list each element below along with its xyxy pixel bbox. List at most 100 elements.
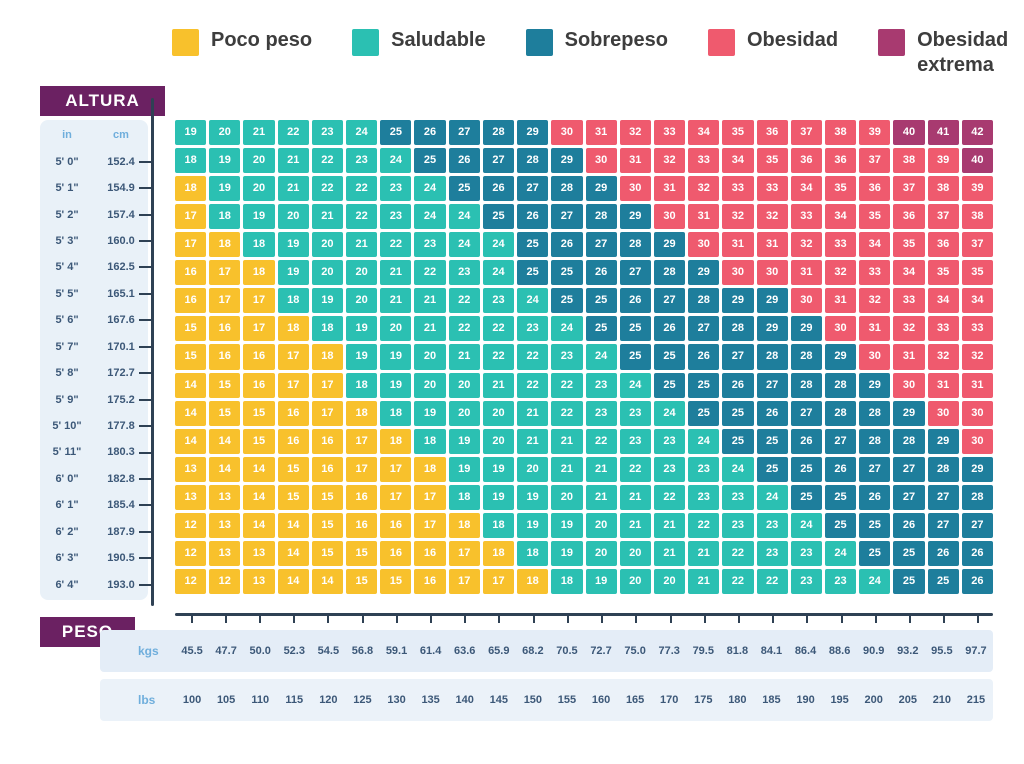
bmi-cell: 24	[688, 428, 720, 454]
bmi-cell: 20	[448, 372, 480, 398]
kg-value: 52.3	[283, 645, 305, 657]
bmi-cell: 23	[619, 428, 651, 454]
bmi-cell: 12	[175, 540, 207, 566]
bmi-cell: 23	[585, 400, 617, 426]
bmi-cell: 27	[551, 204, 583, 230]
bmi-cell: 20	[311, 232, 344, 258]
weight-tick	[224, 616, 227, 623]
bmi-cell: 18	[346, 400, 378, 426]
bmi-cell: 23	[585, 372, 617, 398]
bmi-cell: 21	[619, 484, 651, 510]
bmi-cell: 37	[859, 148, 891, 174]
bmi-cell: 14	[209, 456, 241, 482]
bmi-cell: 25	[927, 568, 959, 594]
bmi-cell: 29	[790, 316, 822, 342]
bmi-cell: 15	[277, 484, 309, 510]
bmi-cell: 26	[859, 484, 891, 510]
bmi-cell: 26	[551, 232, 583, 258]
bmi-cell: 19	[209, 148, 241, 174]
legend-label: Sobrepeso	[564, 29, 668, 51]
bmi-cell: 14	[243, 512, 275, 538]
bmi-cell: 24	[585, 344, 617, 370]
bmi-cell: 14	[175, 372, 207, 398]
bmi-cell: 21	[688, 568, 720, 594]
lb-value: 130	[387, 694, 406, 706]
bmi-cell: 18	[551, 568, 583, 594]
bmi-cell: 14	[277, 540, 309, 566]
bmi-cell: 29	[893, 400, 925, 426]
height-cm-value: 162.5	[107, 261, 135, 274]
bmi-cell: 21	[551, 428, 583, 454]
bmi-cell: 36	[824, 148, 857, 174]
bmi-cell: 16	[380, 512, 412, 538]
legend-label: Obesidad	[746, 29, 839, 51]
bmi-cell: 18	[243, 232, 275, 258]
bmi-cell: 35	[722, 120, 754, 146]
bmi-cell: 24	[756, 484, 788, 510]
height-cm-value: 170.1	[107, 340, 135, 353]
bmi-cell: 19	[585, 568, 617, 594]
bmi-cell: 29	[722, 288, 754, 314]
bmi-cell: 14	[277, 568, 309, 594]
height-row: 6' 1" 185.4	[40, 492, 148, 518]
bmi-cell: 29	[688, 260, 720, 286]
bmi-cell: 21	[380, 260, 412, 286]
bmi-cell: 13	[209, 540, 241, 566]
bmi-cell: 22	[653, 484, 686, 510]
bmi-cell: 15	[311, 540, 344, 566]
bmi-cell: 38	[927, 176, 959, 202]
bmi-cell: 25	[517, 232, 549, 258]
bmi-cell: 20	[551, 484, 583, 510]
bmi-cell: 25	[859, 540, 891, 566]
bmi-cell: 25	[380, 120, 412, 146]
bmi-cell: 29	[517, 120, 549, 146]
bmi-cell: 33	[859, 260, 891, 286]
bmi-cell: 26	[824, 456, 857, 482]
lbs-row: lbs 100 105 110 115 120 125 130 135 140 145 150 155…	[100, 679, 993, 721]
height-tick	[139, 160, 151, 163]
unit-cm-label: cm	[113, 129, 129, 142]
legend-swatch-icon	[352, 29, 380, 56]
height-in-value: 5' 5"	[55, 287, 79, 300]
bmi-cell: 18	[517, 540, 549, 566]
bmi-cell: 23	[380, 204, 412, 230]
height-cm-value: 177.8	[107, 420, 135, 433]
lb-value: 115	[285, 694, 304, 706]
height-tick	[139, 530, 151, 533]
height-unit-header: in cm	[40, 122, 148, 148]
bmi-cell: 19	[346, 344, 378, 370]
bmi-cell: 36	[790, 148, 822, 174]
bmi-cell: 25	[482, 204, 515, 230]
bmi-cell: 19	[482, 456, 515, 482]
bmi-cell: 31	[688, 204, 720, 230]
bmi-cell: 17	[243, 288, 275, 314]
bmi-cell: 32	[893, 316, 925, 342]
bmi-cell: 17	[448, 540, 480, 566]
legend-item: Saludable	[352, 28, 486, 56]
legend-label: Poco peso	[211, 29, 313, 51]
bmi-cell: 21	[619, 512, 651, 538]
bmi-cell: 19	[380, 372, 412, 398]
height-in-value: 6' 4"	[55, 578, 79, 591]
bmi-cell: 15	[311, 484, 344, 510]
weight-tick	[430, 616, 433, 623]
peso-title: PESO	[61, 622, 114, 641]
height-in-value: 5' 6"	[55, 314, 79, 327]
bmi-cell: 23	[756, 540, 788, 566]
bmi-cell: 24	[482, 260, 515, 286]
height-in-value: 6' 2"	[55, 525, 79, 538]
bmi-cell: 34	[824, 204, 857, 230]
bmi-cell: 21	[380, 288, 412, 314]
bmi-cell: 29	[551, 148, 583, 174]
bmi-cell: 22	[619, 456, 651, 482]
bmi-cell: 25	[653, 344, 686, 370]
weight-tick	[327, 616, 330, 623]
height-tick	[139, 292, 151, 295]
bmi-cell: 25	[688, 372, 720, 398]
kg-value: 90.9	[862, 645, 885, 657]
height-tick	[139, 213, 151, 216]
bmi-cell: 25	[722, 428, 754, 454]
kg-value: 50.0	[249, 645, 271, 657]
bmi-cell: 28	[893, 428, 925, 454]
bmi-cell: 21	[585, 484, 617, 510]
